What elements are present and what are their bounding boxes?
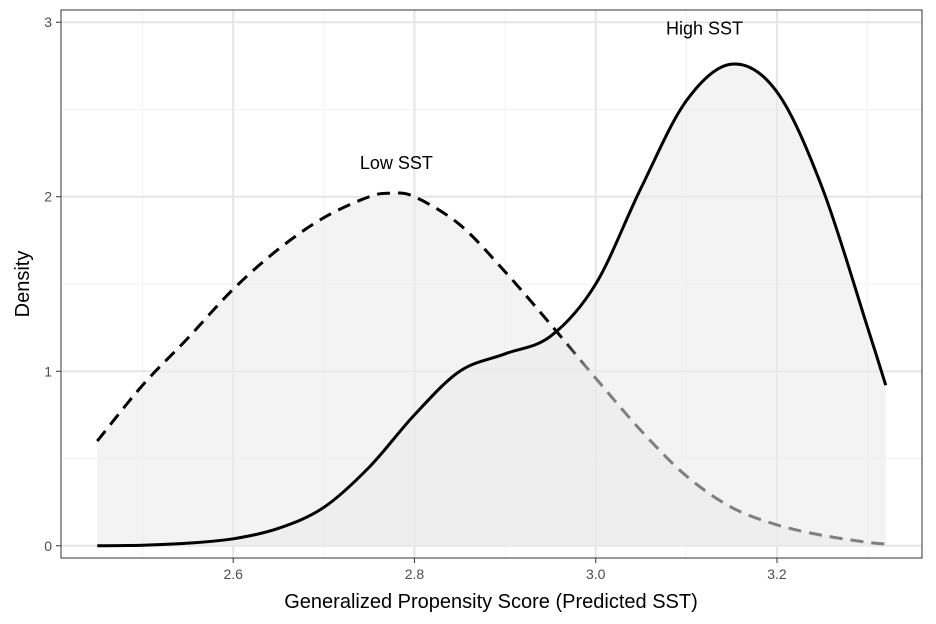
density-line-solid bbox=[97, 62, 888, 548]
x-tick-label: 3.2 bbox=[767, 566, 787, 582]
density-line-dashed bbox=[96, 191, 886, 546]
high-sst-label: High SST bbox=[666, 18, 743, 38]
x-axis-title: Generalized Propensity Score (Predicted … bbox=[284, 591, 698, 613]
y-tick-label: 1 bbox=[44, 363, 52, 379]
density-lines bbox=[96, 62, 888, 548]
density-areas bbox=[97, 63, 886, 546]
y-tick-label: 3 bbox=[44, 14, 52, 30]
x-tick-label: 2.8 bbox=[405, 566, 425, 582]
y-axis-title: Density bbox=[12, 251, 34, 318]
x-tick-label: 3.0 bbox=[586, 566, 606, 582]
y-tick-label: 0 bbox=[44, 538, 52, 554]
low-sst-label: Low SST bbox=[360, 153, 433, 173]
density-area-1 bbox=[97, 63, 886, 546]
y-tick-label: 2 bbox=[44, 189, 52, 205]
axes: 2.6 2.8 3.0 3.2 0 1 2 3 bbox=[44, 14, 787, 582]
x-tick-label: 2.6 bbox=[223, 566, 243, 582]
panel-border bbox=[60, 9, 923, 559]
